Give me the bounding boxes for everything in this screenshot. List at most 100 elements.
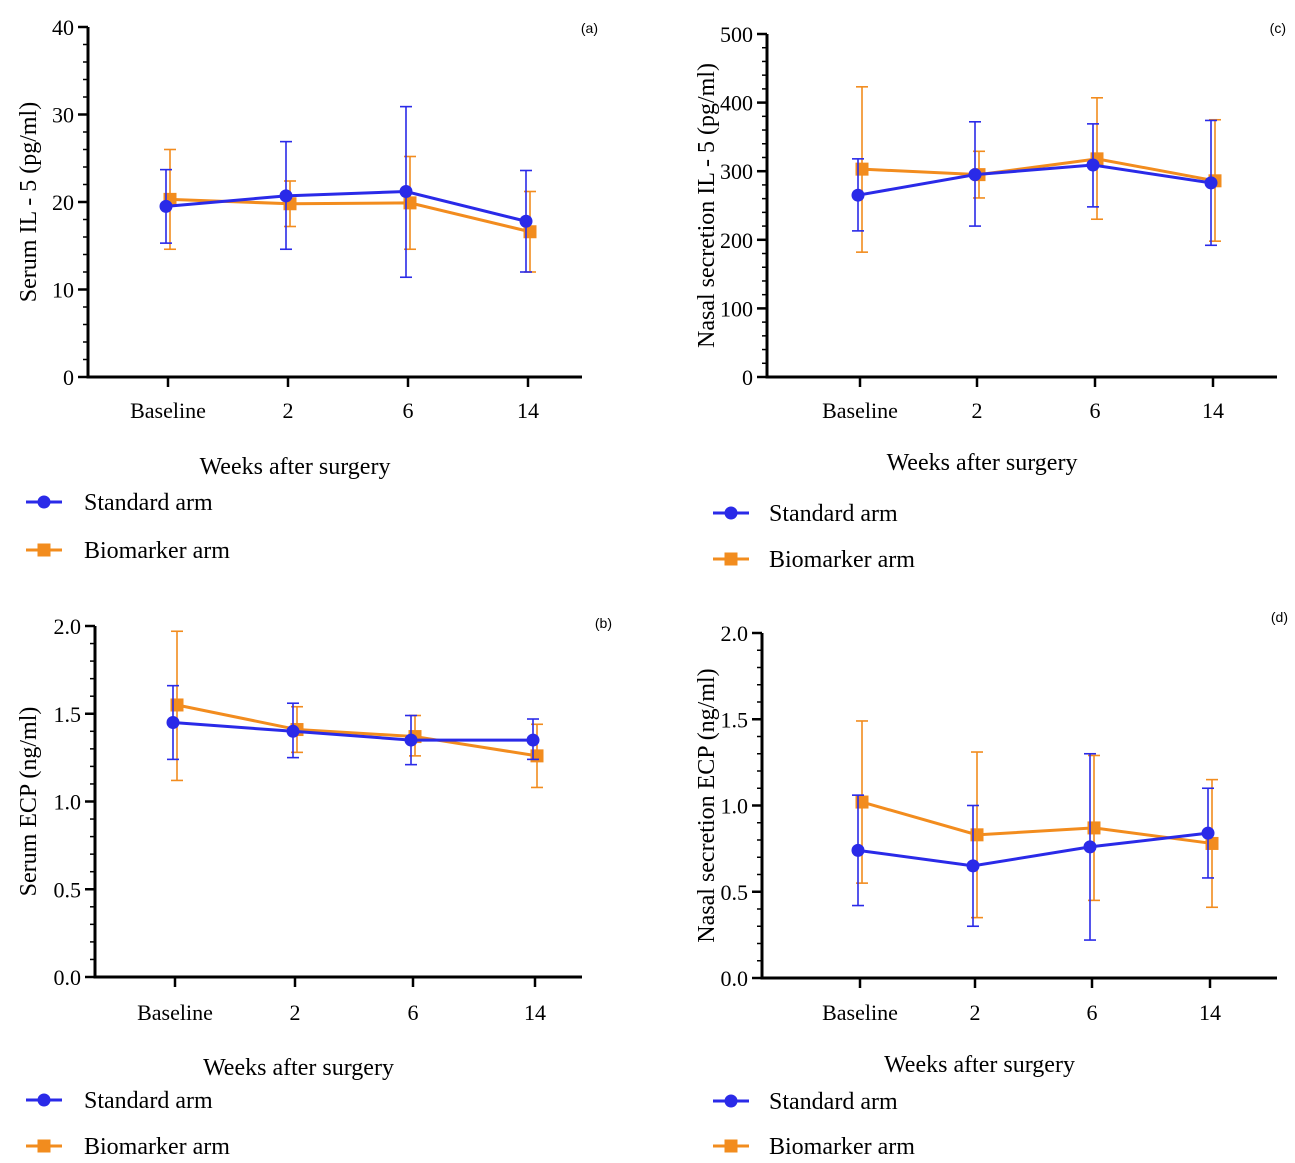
series-line — [176, 703, 538, 758]
x-tick-label: 2 — [290, 1000, 301, 1025]
data-point — [966, 859, 980, 873]
data-point — [1201, 826, 1215, 840]
y-tick-label: 200 — [720, 228, 753, 253]
x-tick-label: 14 — [1202, 398, 1224, 423]
x-tick-label: Baseline — [137, 1000, 213, 1025]
legend-marker — [37, 495, 51, 509]
chart-panel-3: 0.0 0.5 1.0 1.5 2.0 Baseline 2 6 14 Weeks after s… — [16, 614, 612, 1160]
series-line — [857, 163, 1212, 197]
x-axis-title: Weeks after surgery — [203, 1055, 394, 1081]
data-point — [851, 188, 865, 202]
y-tick-label: 30 — [52, 103, 74, 128]
y-tick-label: 100 — [720, 296, 753, 321]
legend-marker — [724, 506, 738, 520]
legend-marker — [37, 543, 51, 557]
y-axis-title: Nasal secretion ECP (ng/ml) — [694, 668, 720, 942]
y-tick-label: 0 — [742, 365, 753, 390]
legend-item-biomarker: Biomarker arm — [713, 1134, 915, 1160]
x-tick-label: 2 — [970, 1000, 981, 1025]
legend-item-biomarker: Biomarker arm — [713, 547, 915, 573]
y-tick-label: 500 — [720, 22, 753, 47]
data-point — [851, 843, 865, 857]
y-tick-label: 2.0 — [721, 621, 749, 646]
y-tick-label: 0.0 — [721, 966, 749, 991]
legend-label: Standard arm — [769, 1089, 898, 1115]
data-point — [968, 168, 982, 182]
data-point — [286, 724, 300, 738]
legend-item-biomarker: Biomarker arm — [26, 538, 230, 564]
y-tick-label: 10 — [52, 278, 74, 303]
legend-item-standard: Standard arm — [713, 501, 898, 527]
y-tick-label: 0.5 — [721, 880, 749, 905]
y-tick-label: 20 — [52, 190, 74, 215]
chart-panel-2: 0 100 200 300 400 500 Baseline 2 6 14 Weeks after … — [694, 20, 1286, 573]
series-biomarker — [170, 630, 544, 789]
chart-panel-1: 0 10 20 30 40 Baseline 2 6 14 Weeks after surgery… — [16, 15, 598, 564]
series-line — [861, 800, 1213, 845]
x-tick-label: Baseline — [822, 398, 898, 423]
legend-label: Standard arm — [84, 490, 213, 516]
legend-item-biomarker: Biomarker arm — [26, 1134, 230, 1160]
legend-label: Standard arm — [769, 501, 898, 527]
x-tick-label: 14 — [517, 398, 539, 423]
legend-marker — [724, 1139, 738, 1153]
series-line — [172, 721, 533, 742]
data-point — [526, 733, 540, 747]
x-axis-title: Weeks after surgery — [884, 1052, 1075, 1078]
series-line — [169, 197, 531, 234]
legend-item-standard: Standard arm — [713, 1089, 898, 1115]
data-point — [404, 733, 418, 747]
x-tick-label: 6 — [1090, 398, 1101, 423]
x-tick-label: 6 — [408, 1000, 419, 1025]
y-tick-label: 40 — [52, 15, 74, 40]
data-point — [399, 185, 413, 198]
y-tick-label: 400 — [720, 91, 753, 116]
y-tick-label: 0 — [63, 365, 74, 390]
series-standard — [851, 752, 1215, 941]
y-tick-label: 0.0 — [54, 965, 82, 990]
x-tick-label: 6 — [403, 398, 414, 423]
x-axis-title: Weeks after surgery — [887, 450, 1078, 476]
data-point — [159, 199, 173, 213]
y-tick-label: 1.5 — [721, 707, 749, 732]
x-tick-label: 2 — [972, 398, 983, 423]
x-axis-title: Weeks after surgery — [200, 454, 391, 480]
legend-marker — [724, 552, 738, 566]
data-point — [166, 716, 180, 730]
legend-item-standard: Standard arm — [26, 490, 213, 516]
data-point — [1083, 840, 1097, 854]
legend-item-standard: Standard arm — [26, 1088, 213, 1114]
series-standard — [166, 684, 540, 766]
x-tick-label: Baseline — [822, 1000, 898, 1025]
y-tick-label: 1.0 — [54, 790, 82, 815]
y-tick-label: 2.0 — [54, 614, 82, 639]
legend-marker — [724, 1094, 738, 1108]
panel-label: (b) — [595, 615, 612, 631]
y-tick-label: 0.5 — [54, 877, 82, 902]
y-tick-label: 1.0 — [721, 794, 749, 819]
x-tick-label: 14 — [524, 1000, 546, 1025]
x-tick-label: 14 — [1199, 1000, 1221, 1025]
legend-label: Biomarker arm — [769, 1134, 915, 1158]
legend-label: Biomarker arm — [84, 538, 230, 564]
series-standard — [851, 119, 1218, 247]
data-point — [1204, 176, 1218, 190]
series-line — [165, 189, 527, 223]
panel-label: (c) — [1270, 20, 1286, 36]
panel-label: (a) — [581, 20, 598, 36]
y-axis-title: Serum ECP (ng/ml) — [16, 707, 42, 897]
legend-label: Biomarker arm — [769, 547, 915, 573]
legend-label: Standard arm — [84, 1088, 213, 1114]
series-line — [857, 831, 1209, 868]
x-tick-label: 6 — [1087, 1000, 1098, 1025]
legend-marker — [37, 1139, 51, 1153]
data-point — [1086, 158, 1100, 172]
y-tick-label: 300 — [720, 159, 753, 184]
chart-panel-4: 0.0 0.5 1.0 1.5 2.0 Baseline 2 6 14 Weeks after s… — [694, 609, 1288, 1160]
x-tick-label: 2 — [283, 398, 294, 423]
legend-marker — [37, 1093, 51, 1107]
panel-label: (d) — [1271, 609, 1288, 625]
data-point — [279, 189, 293, 203]
data-point — [519, 214, 533, 228]
